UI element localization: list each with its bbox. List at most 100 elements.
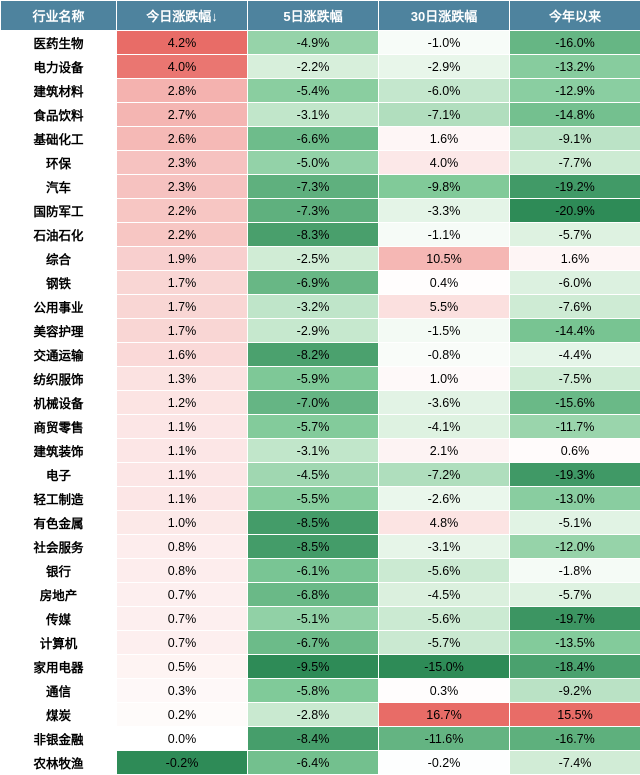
cell-today: 2.8% (117, 79, 248, 103)
cell-today: 2.2% (117, 223, 248, 247)
cell-ytd: -5.1% (510, 511, 640, 535)
cell-ytd: 1.6% (510, 247, 640, 271)
cell-5d: -7.3% (248, 199, 379, 223)
cell-industry-name: 汽车 (1, 175, 117, 199)
cell-30d: 10.5% (379, 247, 510, 271)
table-row: 医药生物4.2%-4.9%-1.0%-16.0% (1, 31, 640, 55)
cell-industry-name: 机械设备 (1, 391, 117, 415)
table-row: 农林牧渔-0.2%-6.4%-0.2%-7.4% (1, 751, 640, 775)
col-header-ytd: 今年以来 (510, 1, 640, 31)
cell-industry-name: 轻工制造 (1, 487, 117, 511)
cell-ytd: -4.4% (510, 343, 640, 367)
cell-industry-name: 医药生物 (1, 31, 117, 55)
cell-30d: 5.5% (379, 295, 510, 319)
cell-ytd: -7.4% (510, 751, 640, 775)
cell-today: 2.3% (117, 151, 248, 175)
table-row: 非银金融0.0%-8.4%-11.6%-16.7% (1, 727, 640, 751)
cell-today: 1.7% (117, 295, 248, 319)
cell-industry-name: 建筑材料 (1, 79, 117, 103)
cell-30d: 1.0% (379, 367, 510, 391)
cell-today: 1.0% (117, 511, 248, 535)
industry-performance-table: 行业名称 今日涨跌幅↓ 5日涨跌幅 30日涨跌幅 今年以来 医药生物4.2%-4… (0, 0, 640, 775)
cell-ytd: -11.7% (510, 415, 640, 439)
table-row: 社会服务0.8%-8.5%-3.1%-12.0% (1, 535, 640, 559)
cell-industry-name: 公用事业 (1, 295, 117, 319)
cell-industry-name: 社会服务 (1, 535, 117, 559)
cell-today: 1.9% (117, 247, 248, 271)
cell-30d: -5.7% (379, 631, 510, 655)
cell-5d: -8.4% (248, 727, 379, 751)
cell-30d: 4.8% (379, 511, 510, 535)
cell-industry-name: 计算机 (1, 631, 117, 655)
table-row: 计算机0.7%-6.7%-5.7%-13.5% (1, 631, 640, 655)
cell-ytd: -5.7% (510, 583, 640, 607)
cell-today: 2.6% (117, 127, 248, 151)
cell-30d: -5.6% (379, 559, 510, 583)
cell-today: 2.3% (117, 175, 248, 199)
cell-today: 0.7% (117, 631, 248, 655)
table-row: 电子1.1%-4.5%-7.2%-19.3% (1, 463, 640, 487)
cell-industry-name: 国防军工 (1, 199, 117, 223)
table-header: 行业名称 今日涨跌幅↓ 5日涨跌幅 30日涨跌幅 今年以来 (1, 1, 640, 31)
table-row: 有色金属1.0%-8.5%4.8%-5.1% (1, 511, 640, 535)
cell-30d: -3.1% (379, 535, 510, 559)
table-row: 电力设备4.0%-2.2%-2.9%-13.2% (1, 55, 640, 79)
cell-ytd: -12.9% (510, 79, 640, 103)
cell-5d: -5.9% (248, 367, 379, 391)
cell-industry-name: 综合 (1, 247, 117, 271)
cell-today: 2.2% (117, 199, 248, 223)
cell-today: 0.0% (117, 727, 248, 751)
table-row: 建筑装饰1.1%-3.1%2.1%0.6% (1, 439, 640, 463)
cell-5d: -5.1% (248, 607, 379, 631)
cell-ytd: -7.6% (510, 295, 640, 319)
cell-industry-name: 非银金融 (1, 727, 117, 751)
table-row: 基础化工2.6%-6.6%1.6%-9.1% (1, 127, 640, 151)
cell-30d: 0.4% (379, 271, 510, 295)
cell-today: 1.1% (117, 487, 248, 511)
cell-today: 4.0% (117, 55, 248, 79)
cell-today: 4.2% (117, 31, 248, 55)
cell-industry-name: 石油石化 (1, 223, 117, 247)
cell-today: 1.2% (117, 391, 248, 415)
cell-ytd: 0.6% (510, 439, 640, 463)
table-row: 公用事业1.7%-3.2%5.5%-7.6% (1, 295, 640, 319)
cell-30d: -0.2% (379, 751, 510, 775)
cell-30d: -3.3% (379, 199, 510, 223)
cell-ytd: -7.7% (510, 151, 640, 175)
table-row: 纺织服饰1.3%-5.9%1.0%-7.5% (1, 367, 640, 391)
cell-30d: -7.2% (379, 463, 510, 487)
table-row: 传媒0.7%-5.1%-5.6%-19.7% (1, 607, 640, 631)
cell-today: 1.1% (117, 415, 248, 439)
cell-industry-name: 美容护理 (1, 319, 117, 343)
cell-30d: -1.5% (379, 319, 510, 343)
cell-30d: -2.9% (379, 55, 510, 79)
table-body: 医药生物4.2%-4.9%-1.0%-16.0%电力设备4.0%-2.2%-2.… (1, 31, 640, 775)
cell-5d: -5.5% (248, 487, 379, 511)
table-row: 家用电器0.5%-9.5%-15.0%-18.4% (1, 655, 640, 679)
cell-30d: -1.0% (379, 31, 510, 55)
cell-5d: -6.4% (248, 751, 379, 775)
cell-30d: 0.3% (379, 679, 510, 703)
cell-30d: -7.1% (379, 103, 510, 127)
cell-industry-name: 交通运输 (1, 343, 117, 367)
cell-5d: -2.5% (248, 247, 379, 271)
cell-today: 1.1% (117, 463, 248, 487)
cell-industry-name: 房地产 (1, 583, 117, 607)
cell-5d: -3.2% (248, 295, 379, 319)
cell-industry-name: 煤炭 (1, 703, 117, 727)
cell-30d: -5.6% (379, 607, 510, 631)
cell-5d: -7.3% (248, 175, 379, 199)
cell-ytd: -19.3% (510, 463, 640, 487)
table-row: 建筑材料2.8%-5.4%-6.0%-12.9% (1, 79, 640, 103)
cell-5d: -5.7% (248, 415, 379, 439)
cell-30d: -15.0% (379, 655, 510, 679)
cell-5d: -5.4% (248, 79, 379, 103)
table-row: 交通运输1.6%-8.2%-0.8%-4.4% (1, 343, 640, 367)
cell-ytd: -20.9% (510, 199, 640, 223)
table-row: 机械设备1.2%-7.0%-3.6%-15.6% (1, 391, 640, 415)
cell-5d: -7.0% (248, 391, 379, 415)
cell-30d: 1.6% (379, 127, 510, 151)
cell-30d: 2.1% (379, 439, 510, 463)
cell-today: 0.7% (117, 583, 248, 607)
cell-industry-name: 传媒 (1, 607, 117, 631)
